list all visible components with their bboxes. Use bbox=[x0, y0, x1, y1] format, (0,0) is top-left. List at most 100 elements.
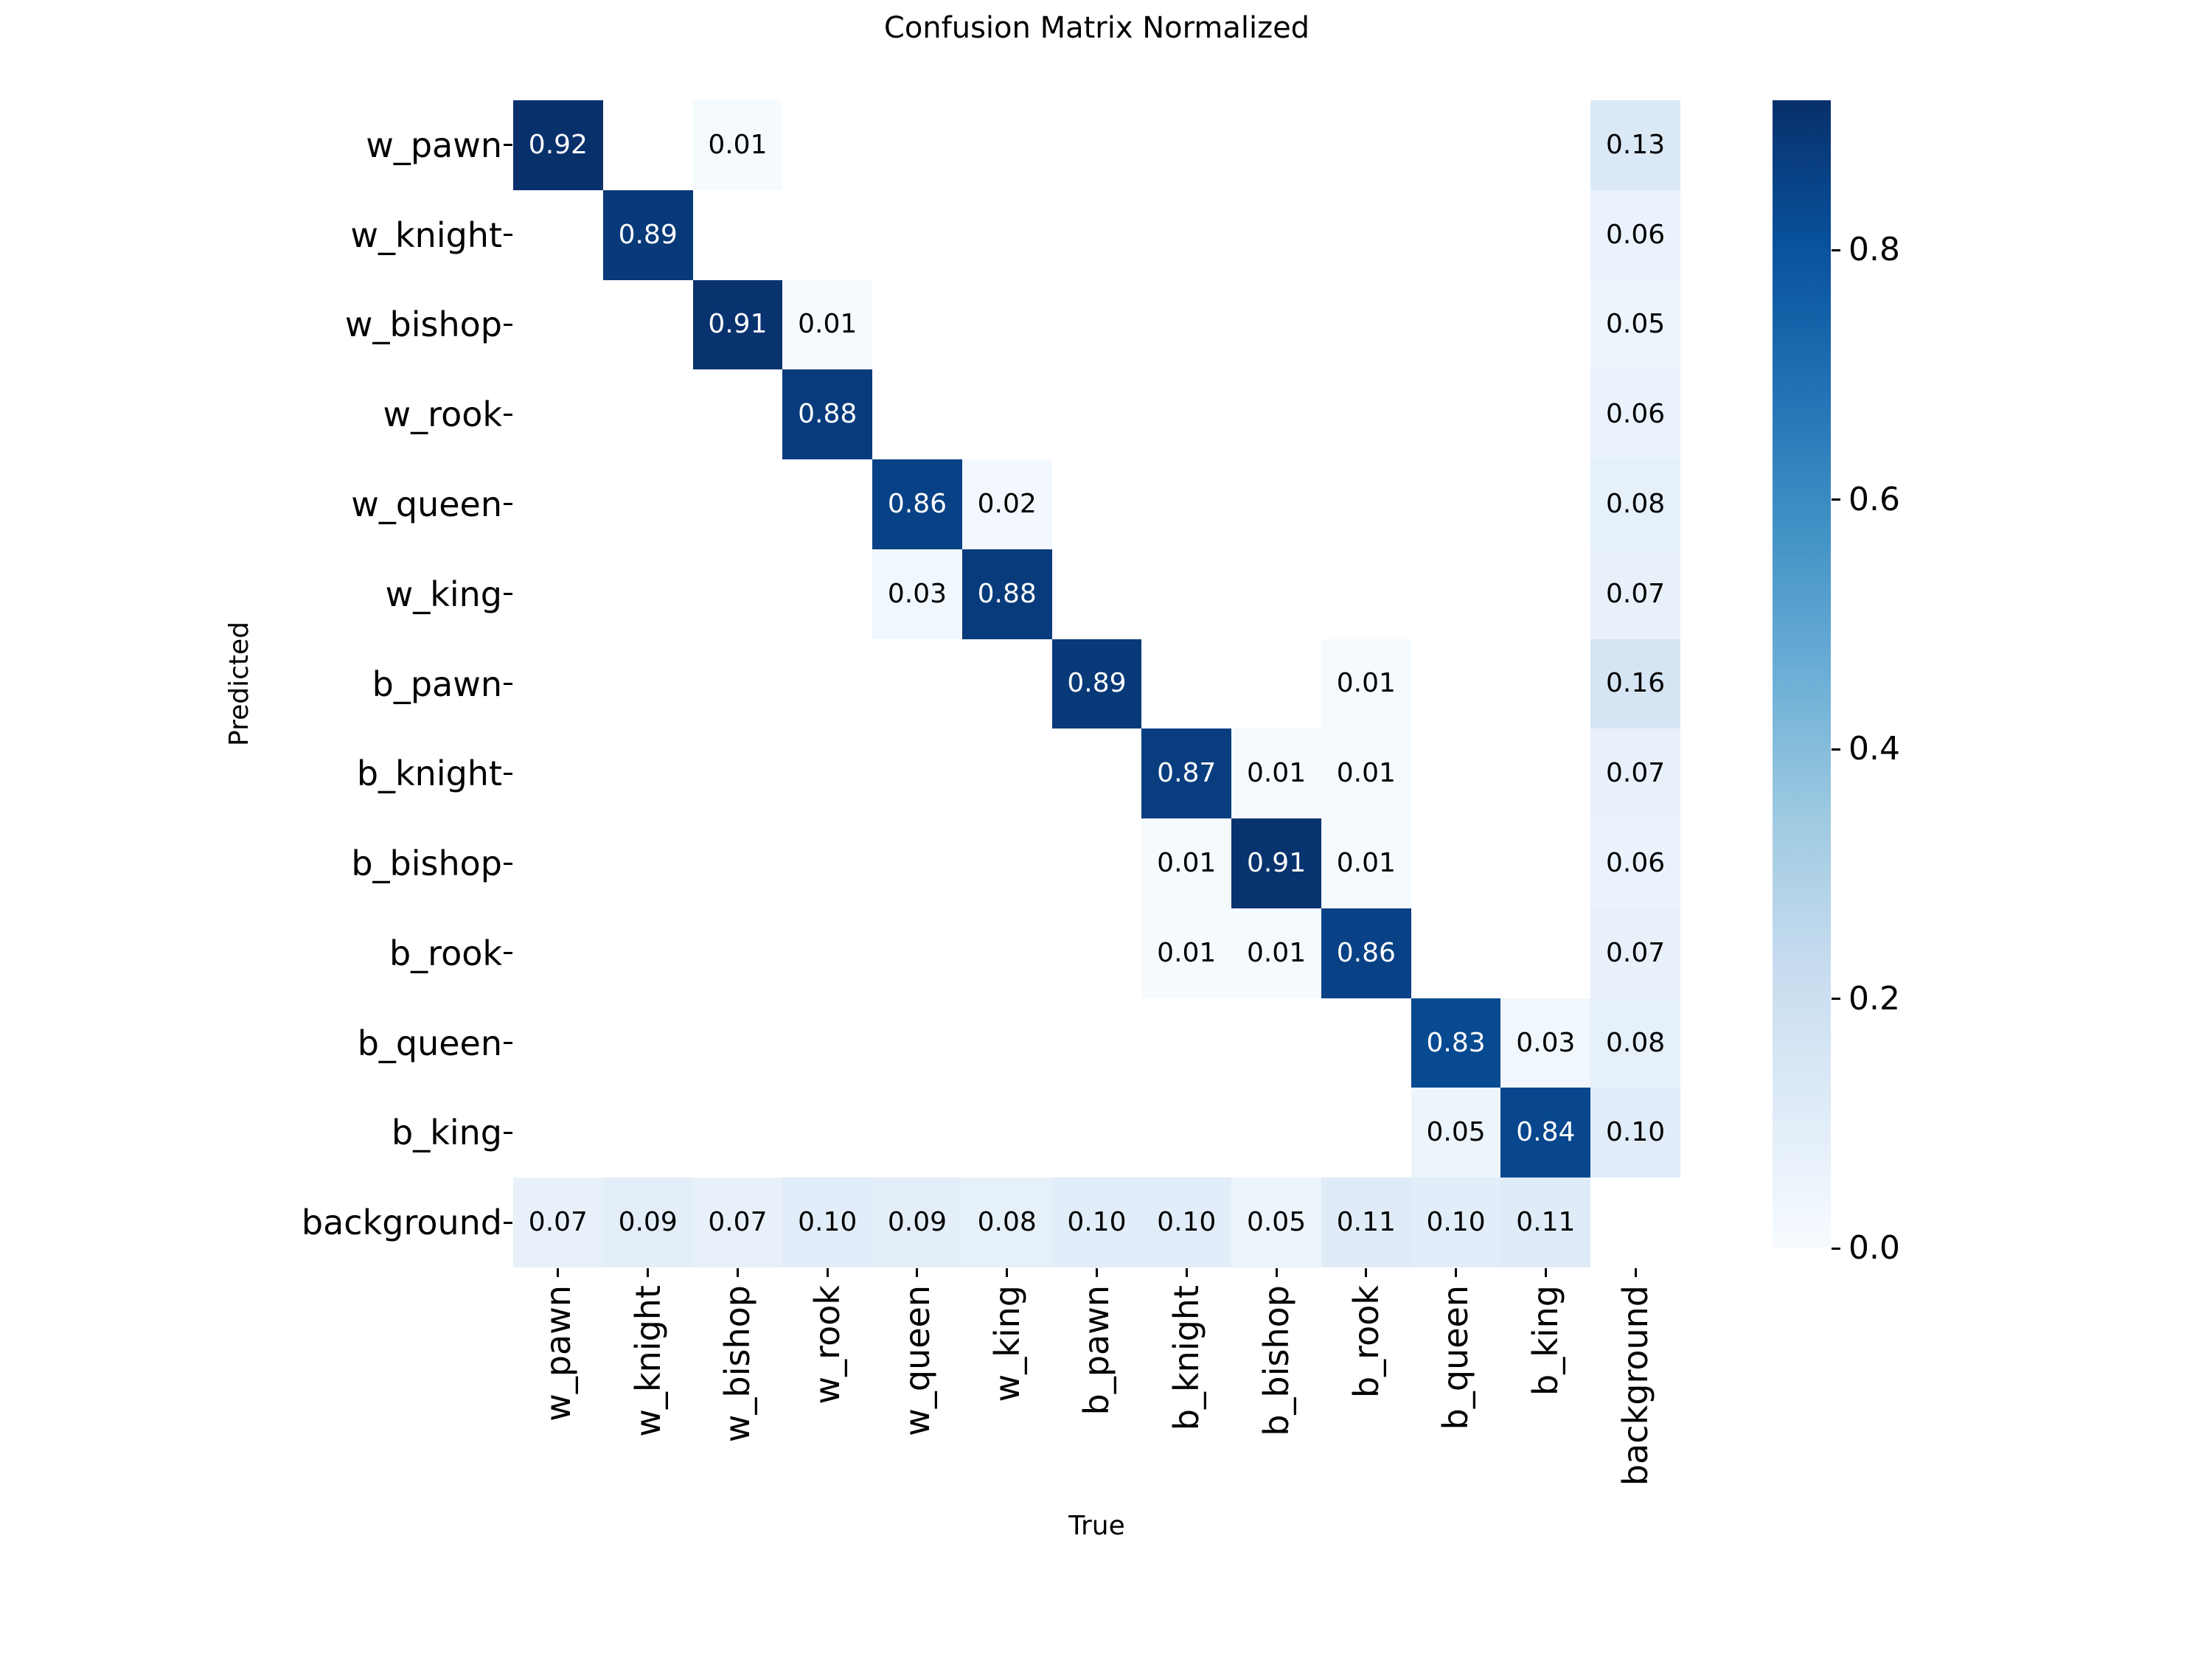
heatmap-cell: 0.91 bbox=[692, 279, 783, 370]
heatmap-cell bbox=[1411, 459, 1501, 549]
heatmap-cell: 0.01 bbox=[782, 279, 873, 370]
heatmap-cell: 0.01 bbox=[1321, 639, 1411, 729]
cell-value: 0.88 bbox=[977, 578, 1037, 609]
heatmap-cell bbox=[1500, 728, 1591, 819]
heatmap-cell bbox=[692, 369, 783, 460]
heatmap-cell bbox=[872, 369, 962, 460]
heatmap-cell bbox=[1321, 100, 1411, 190]
heatmap-cell bbox=[872, 728, 962, 819]
heatmap-cell bbox=[1051, 100, 1142, 190]
heatmap-cell: 0.92 bbox=[513, 100, 603, 190]
heatmap-cell bbox=[602, 100, 693, 190]
y-tick-mark bbox=[504, 323, 512, 326]
heatmap-cell: 0.07 bbox=[1590, 728, 1680, 819]
heatmap-cell bbox=[1500, 549, 1591, 639]
heatmap-cell: 0.84 bbox=[1500, 1088, 1591, 1178]
y-tick-label: background bbox=[301, 1203, 502, 1243]
heatmap-cell bbox=[782, 998, 873, 1088]
heatmap-cell bbox=[1411, 100, 1501, 190]
heatmap-cell: 0.88 bbox=[961, 549, 1052, 639]
heatmap-cell: 0.91 bbox=[1231, 818, 1321, 908]
heatmap-cell bbox=[1231, 639, 1321, 729]
cell-value: 0.08 bbox=[977, 1207, 1037, 1238]
heatmap-cell: 0.83 bbox=[1411, 998, 1501, 1088]
y-tick-mark bbox=[504, 1131, 512, 1134]
heatmap-cell bbox=[872, 998, 962, 1088]
heatmap-cell: 0.89 bbox=[1051, 639, 1142, 729]
heatmap-cell: 0.10 bbox=[1590, 1088, 1680, 1178]
y-tick-label: w_king bbox=[385, 574, 502, 614]
heatmap-cell bbox=[1051, 459, 1142, 549]
x-tick-label: w_bishop bbox=[717, 1285, 758, 1443]
heatmap-cell bbox=[1500, 459, 1591, 549]
heatmap-cell bbox=[513, 639, 603, 729]
x-tick-mark bbox=[1365, 1268, 1368, 1277]
heatmap-cell bbox=[1051, 279, 1142, 370]
cell-value: 0.11 bbox=[1516, 1207, 1576, 1238]
y-axis-label: Predicted bbox=[224, 622, 254, 746]
cell-value: 0.02 bbox=[977, 488, 1037, 519]
heatmap-cell bbox=[1411, 818, 1501, 908]
heatmap-cell bbox=[602, 369, 693, 460]
heatmap-cell bbox=[513, 818, 603, 908]
x-tick-label: b_bishop bbox=[1256, 1285, 1296, 1436]
heatmap-cell: 0.10 bbox=[1051, 1178, 1142, 1267]
heatmap-cell bbox=[692, 818, 783, 908]
heatmap: 0.92 0.01 0.13 0.89 0.06 0.91 0.01 0.05 0.88 0.06… bbox=[513, 100, 1680, 1267]
cell-value: 0.01 bbox=[1336, 848, 1396, 879]
cell-value: 0.91 bbox=[708, 309, 768, 340]
x-tick-label: b_queen bbox=[1436, 1285, 1476, 1430]
heatmap-cell bbox=[1141, 998, 1232, 1088]
heatmap-cell: 0.87 bbox=[1141, 728, 1232, 819]
x-tick-label: b_knight bbox=[1166, 1285, 1207, 1431]
colorbar-tick-label: 0.8 bbox=[1848, 231, 1900, 269]
colorbar-tick-mark bbox=[1832, 248, 1840, 251]
cell-value: 0.01 bbox=[708, 129, 768, 160]
heatmap-cell bbox=[692, 189, 783, 280]
heatmap-cell bbox=[1231, 1088, 1321, 1178]
heatmap-cell bbox=[513, 279, 603, 370]
heatmap-cell: 0.11 bbox=[1500, 1178, 1591, 1267]
heatmap-cell bbox=[1141, 369, 1232, 460]
heatmap-cell bbox=[961, 818, 1052, 908]
heatmap-cell bbox=[1500, 908, 1591, 998]
y-tick-label: w_bishop bbox=[344, 305, 502, 345]
x-tick-label: w_queen bbox=[897, 1285, 937, 1436]
heatmap-cell bbox=[872, 189, 962, 280]
heatmap-cell bbox=[961, 728, 1052, 819]
x-tick-label: w_knight bbox=[627, 1285, 668, 1437]
heatmap-cell bbox=[961, 189, 1052, 280]
heatmap-cell bbox=[1321, 1088, 1411, 1178]
x-tick-mark bbox=[1185, 1268, 1188, 1277]
cell-value: 0.01 bbox=[1246, 937, 1307, 968]
x-tick-mark bbox=[1544, 1268, 1547, 1277]
heatmap-cell bbox=[602, 908, 693, 998]
heatmap-cell bbox=[602, 279, 693, 370]
heatmap-cell: 0.05 bbox=[1411, 1088, 1501, 1178]
heatmap-cell bbox=[1411, 279, 1501, 370]
y-tick-mark bbox=[504, 1221, 512, 1224]
colorbar-tick-label: 0.6 bbox=[1848, 480, 1900, 518]
cell-value: 0.01 bbox=[798, 309, 858, 340]
heatmap-cell: 0.05 bbox=[1590, 279, 1680, 370]
heatmap-cell bbox=[1141, 639, 1232, 729]
y-tick-mark bbox=[504, 593, 512, 596]
heatmap-cell bbox=[782, 639, 873, 729]
heatmap-cell bbox=[692, 908, 783, 998]
cell-value: 0.07 bbox=[528, 1207, 588, 1238]
heatmap-cell bbox=[692, 459, 783, 549]
x-tick-mark bbox=[1275, 1268, 1278, 1277]
heatmap-cell bbox=[1141, 459, 1232, 549]
heatmap-cell bbox=[513, 369, 603, 460]
cell-value: 0.03 bbox=[887, 578, 947, 609]
cell-value: 0.08 bbox=[1606, 1027, 1666, 1058]
x-tick-mark bbox=[826, 1268, 829, 1277]
x-tick-mark bbox=[1096, 1268, 1098, 1277]
cell-value: 0.07 bbox=[1606, 758, 1666, 789]
cell-value: 0.01 bbox=[1336, 758, 1396, 789]
heatmap-cell: 0.13 bbox=[1590, 100, 1680, 190]
y-tick-label: w_knight bbox=[350, 215, 502, 255]
heatmap-cell bbox=[1321, 189, 1411, 280]
y-tick-mark bbox=[504, 952, 512, 955]
heatmap-cell bbox=[1590, 1178, 1680, 1267]
